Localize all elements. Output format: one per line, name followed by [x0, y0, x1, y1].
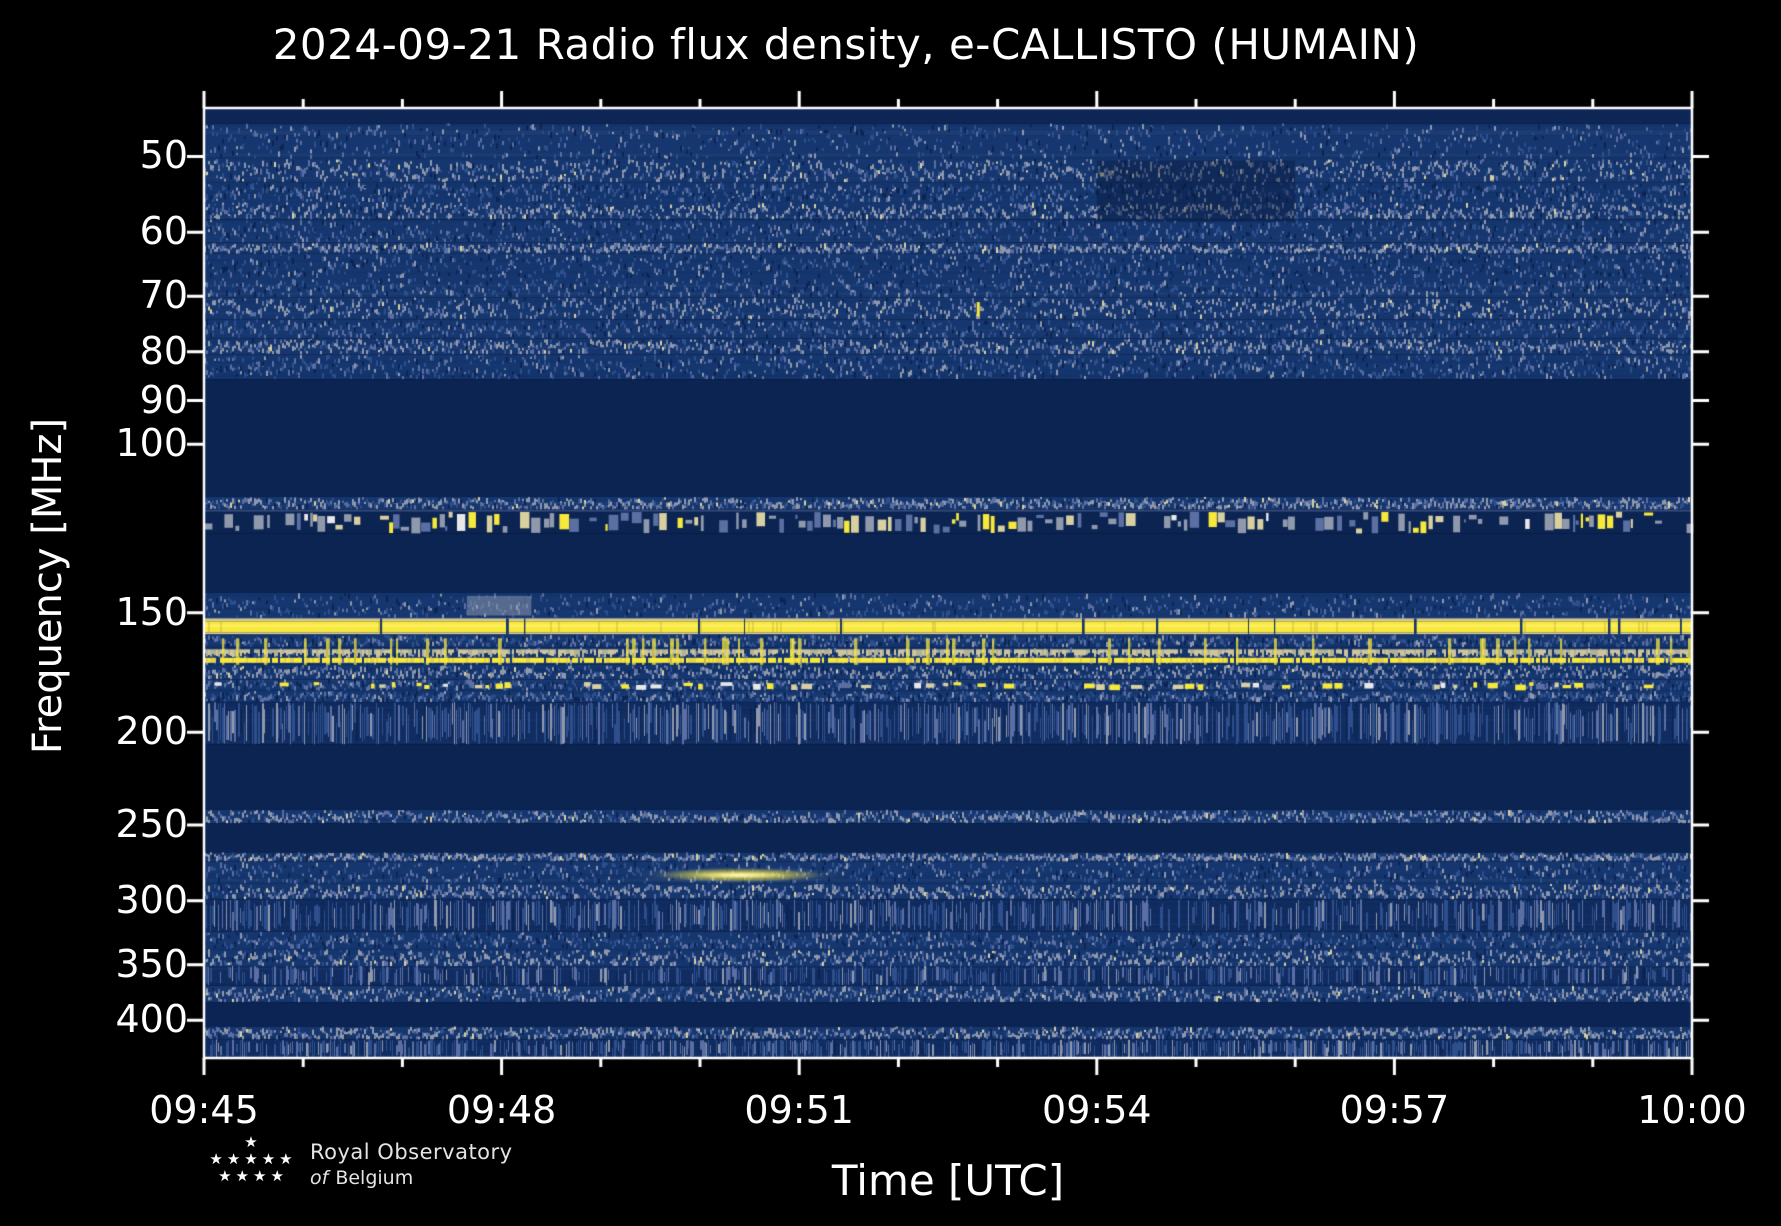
x-tick-label-09-48: 09:48 — [446, 1088, 557, 1132]
y-tick-label-350: 350 — [115, 941, 188, 986]
y-axis-label: Frequency [MHz] — [25, 417, 71, 755]
y-tick-label-70: 70 — [139, 273, 188, 318]
y-tick-label-250: 250 — [115, 802, 188, 847]
logo-stars: ★ ★★★★★ ★★★★ — [178, 1134, 328, 1185]
star-icon: ★ — [209, 1150, 227, 1168]
star-icon: ★ — [270, 1167, 288, 1185]
star-icon: ★ — [235, 1167, 253, 1185]
star-icon: ★ — [226, 1150, 245, 1168]
star-icon: ★ — [261, 1150, 280, 1168]
y-tick-label-400: 400 — [115, 997, 188, 1042]
y-tick-label-150: 150 — [115, 589, 188, 634]
x-tick-label-09-51: 09:51 — [744, 1088, 854, 1132]
x-tick-label-09-54: 09:54 — [1042, 1088, 1152, 1132]
y-tick-label-80: 80 — [139, 328, 188, 373]
x-tick-label-09-45: 09:45 — [149, 1088, 259, 1132]
logo-text-line1: Royal Observatory — [310, 1140, 513, 1164]
y-tick-label-300: 300 — [115, 877, 188, 922]
star-icon: ★ — [279, 1150, 297, 1168]
star-icon: ★ — [253, 1167, 271, 1185]
chart-title: 2024-09-21 Radio flux density, e-CALLIST… — [272, 20, 1420, 69]
logo-text-belgium: Belgium — [335, 1167, 414, 1189]
observatory-logo: ★ ★★★★★ ★★★★ Royal Observatory of Belgium — [178, 1134, 538, 1204]
star-icon: ★ — [244, 1150, 262, 1168]
y-tick-label-60: 60 — [139, 209, 188, 254]
y-tick-label-90: 90 — [139, 377, 188, 422]
x-axis-label: Time [UTC] — [831, 1156, 1065, 1205]
y-tick-label-50: 50 — [139, 133, 188, 178]
logo-text-of: of — [310, 1167, 329, 1189]
star-icon: ★ — [244, 1133, 262, 1151]
star-icon: ★ — [218, 1167, 236, 1185]
x-tick-label-10-00: 10:00 — [1637, 1088, 1747, 1132]
y-tick-label-200: 200 — [115, 709, 188, 754]
y-tick-label-100: 100 — [115, 421, 188, 466]
x-tick-label-09-57: 09:57 — [1339, 1088, 1450, 1132]
logo-text: Royal Observatory of Belgium — [310, 1140, 513, 1189]
logo-text-line2: of Belgium — [310, 1167, 513, 1189]
